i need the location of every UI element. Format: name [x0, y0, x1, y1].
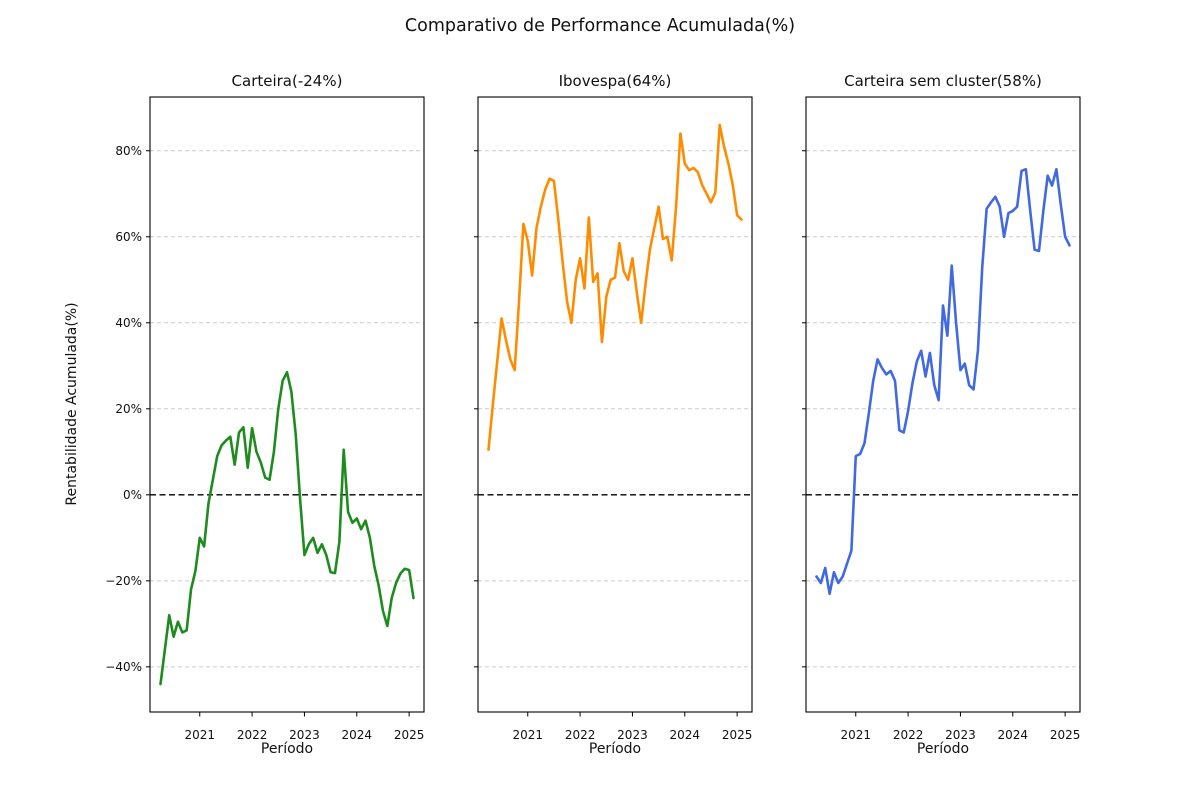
x-axis-label: Período — [261, 741, 313, 757]
x-tick-label: 2021 — [840, 728, 871, 742]
y-tick-label: 60% — [115, 230, 142, 244]
y-axis-label: Rentabilidade Acumulada(%) — [64, 302, 80, 505]
x-tick-label: 2025 — [394, 728, 425, 742]
figure-title: Comparativo de Performance Acumulada(%) — [405, 16, 795, 36]
y-tick-label: 0% — [123, 488, 142, 502]
x-tick-label: 2024 — [670, 728, 701, 742]
y-tick-label: 20% — [115, 402, 142, 416]
subplot-carteira_sem_cluster: 2021 2022 2023 2024 2025 Carteira sem cluster… — [802, 72, 1081, 757]
subplot-ibovespa: 2021 2022 2023 2024 2025 Ibovespa(64%) Período — [474, 72, 753, 757]
x-tick-label: 2023 — [945, 728, 976, 742]
x-tick-label: 2024 — [998, 728, 1029, 742]
x-tick-label: 2021 — [184, 728, 215, 742]
x-tick-label: 2022 — [893, 728, 924, 742]
x-axis-label: Período — [917, 741, 969, 757]
axes-frame — [805, 96, 1081, 713]
y-tick-label: 40% — [115, 316, 142, 330]
x-tick-label: 2021 — [512, 728, 543, 742]
y-tick-label: −40% — [105, 660, 142, 674]
x-tick-label: 2025 — [722, 728, 753, 742]
x-tick-label: 2022 — [565, 728, 596, 742]
subplot-title-carteira: Carteira(-24%) — [232, 72, 343, 90]
series-line-carteira_sem_cluster — [815, 167, 1071, 596]
axes-frame — [477, 96, 753, 713]
x-tick-label: 2025 — [1050, 728, 1081, 742]
subplot-title-ibovespa: Ibovespa(64%) — [559, 72, 672, 90]
series-line-ibovespa — [487, 123, 743, 451]
y-tick-label: −20% — [105, 574, 142, 588]
subplot-title-carteira_sem_cluster: Carteira sem cluster(58%) — [844, 72, 1042, 90]
x-tick-label: 2023 — [617, 728, 648, 742]
x-tick-label: 2022 — [237, 728, 268, 742]
x-tick-label: 2024 — [342, 728, 373, 742]
y-tick-label: 80% — [115, 144, 142, 158]
x-tick-label: 2023 — [289, 728, 320, 742]
subplot-carteira: 80% 60% 40% 20% 0% −20% −40% 2021 2022 2023 2024 20… — [105, 72, 425, 757]
subplots-group: 80%60%40%20%0%−20%−40%2021 2022 2023 2024 20… — [105, 72, 1081, 757]
x-axis-label: Período — [589, 741, 641, 757]
series-line-carteira — [159, 370, 415, 686]
axes-frame — [149, 96, 425, 713]
